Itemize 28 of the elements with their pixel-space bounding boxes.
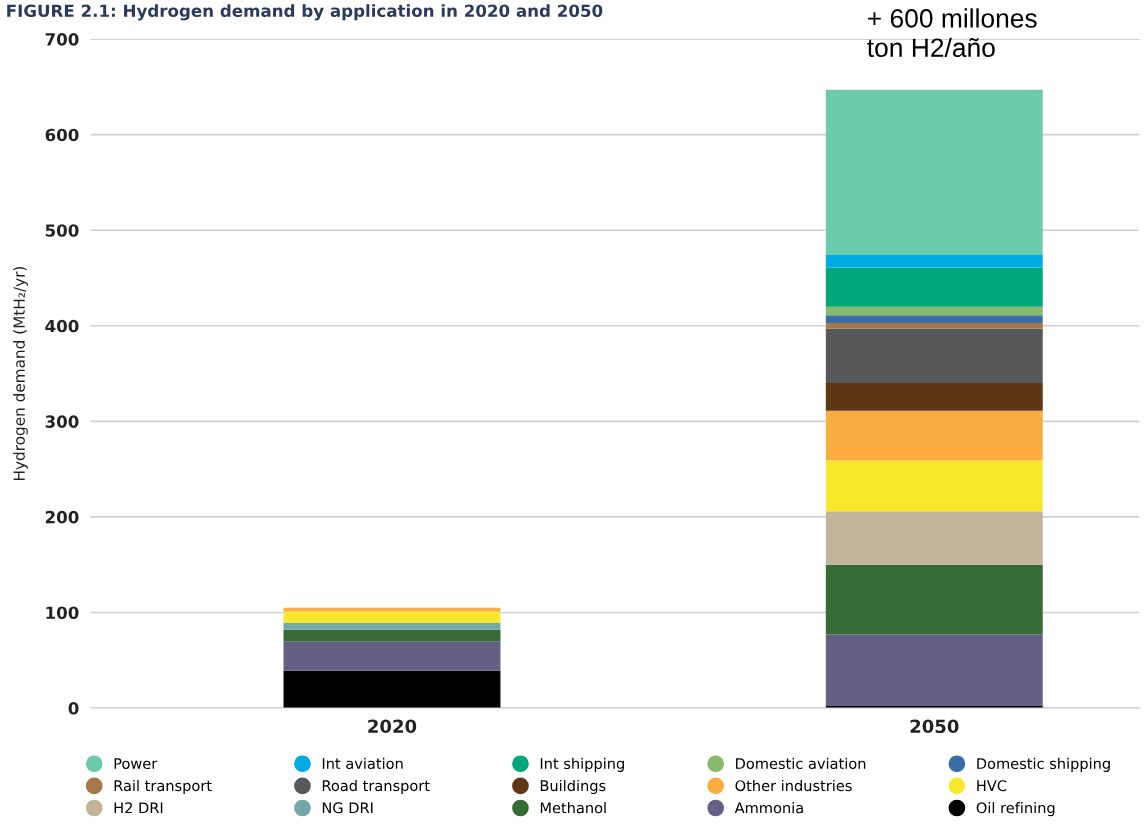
legend-label: Rail transport [114,779,212,795]
legend-label: Oil refining [976,802,1055,817]
legend-label: Ammonia [734,802,803,814]
y-tick-label: 300 [45,415,79,428]
chart-title: FIGURE 2.1: Hydrogen demand by application in 2020 and 2050 [7,4,603,21]
legend-label: Buildings [540,779,606,795]
legend-label: Methanol [540,802,606,814]
y-tick-label: 700 [45,33,79,46]
legend-label: NG DRI [322,802,373,814]
y-tick-label: 500 [45,224,79,237]
legend-label: Int aviation [322,757,403,770]
legend-label: Domestic shipping [977,757,1110,772]
legend-label: HVC [977,780,1007,792]
legend-label: Other industries [735,779,852,792]
y-tick-label: 400 [45,319,79,333]
legend-label: Int shipping [540,757,624,772]
legend-label: Road transport [322,779,430,795]
y-tick-label: 100 [46,606,79,620]
annotation: + 600 millones ton H2/año [867,8,1037,58]
y-axis-title: Hydrogen demand (MtH₂/yr) [13,266,28,481]
y-tick-label: 600 [45,128,79,142]
x-tick-label: 2050 [910,719,959,734]
legend-label: Domestic aviation [736,757,866,770]
legend-label: Power [114,758,158,770]
x-tick-label: 2020 [368,719,417,734]
y-tick-label: 200 [45,510,79,524]
legend-label: H2 DRI [114,802,163,814]
y-tick-label: 0 [68,701,79,715]
